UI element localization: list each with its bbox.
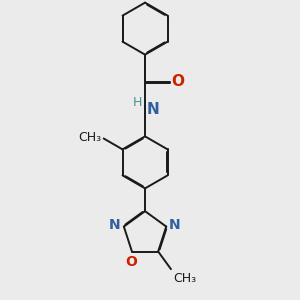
Text: O: O (172, 74, 184, 89)
Text: O: O (125, 255, 136, 269)
Text: CH₃: CH₃ (173, 272, 196, 285)
Text: N: N (109, 218, 121, 232)
Text: N: N (169, 218, 181, 232)
Text: H: H (132, 96, 142, 110)
Text: N: N (146, 102, 159, 117)
Text: CH₃: CH₃ (79, 131, 102, 144)
